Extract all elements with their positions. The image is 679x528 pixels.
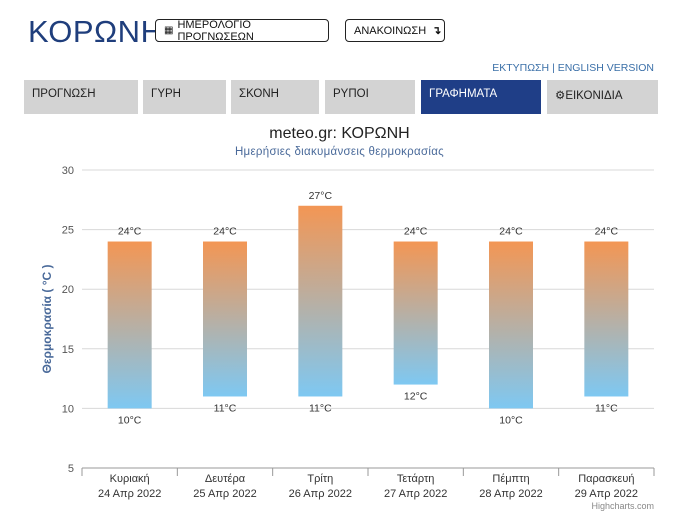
tab-label: ΡΥΠΟΙ <box>333 88 369 100</box>
x-tick-label-day: Παρασκευή <box>578 473 634 485</box>
x-tick-label-date: 26 Απρ 2022 <box>289 488 352 500</box>
tab-label: ΓΥΡΗ <box>151 88 181 100</box>
low-temp-label: 10°C <box>118 414 142 426</box>
temperature-bar <box>584 241 629 397</box>
tab-label: ΕΙΚΟΝΙΔΙΑ <box>565 90 623 102</box>
calendar-button[interactable]: ▦ ΗΜΕΡΟΛΟΓΙΟ ΠΡΟΓΝΩΣΕΩΝ <box>155 18 329 43</box>
high-temp-label: 24°C <box>595 226 619 238</box>
x-tick-label-day: Δευτέρα <box>205 473 246 485</box>
low-temp-label: 11°C <box>309 402 332 414</box>
tab-forecast[interactable]: ΠΡΟΓΝΩΣΗ <box>24 80 138 114</box>
chart-subtitle: Ημερήσιες διακυμάνσεις θερμοκρασίας <box>234 146 445 158</box>
y-tick-label: 25 <box>62 225 74 237</box>
chart-credits[interactable]: Highcharts.com <box>591 501 654 511</box>
x-tick-label-day: Πέμπτη <box>492 473 529 485</box>
temperature-bar <box>393 241 438 385</box>
x-tick-label-day: Τρίτη <box>307 473 333 485</box>
calendar-icon: ▦ <box>164 25 174 36</box>
top-links: ΕΚΤΥΠΩΣΗ | ENGLISH VERSION <box>492 62 654 74</box>
y-tick-label: 10 <box>62 403 74 415</box>
temperature-bar <box>298 205 343 397</box>
temperature-range-chart: 24°C 10°C 24°C 11°C 27°C 11°C 24°C 12°C 24°C 10°C… <box>40 165 655 500</box>
temperature-bar <box>203 241 247 397</box>
chart-title: meteo.gr: ΚΟΡΩΝΗ <box>269 125 410 142</box>
tab-dust[interactable]: ΣΚΟΝΗ <box>231 80 319 114</box>
low-temp-label: 12°C <box>404 391 428 403</box>
y-tick-label: 30 <box>62 165 74 177</box>
high-temp-label: 24°C <box>118 226 142 238</box>
low-temp-label: 10°C <box>499 414 523 426</box>
tab-label: ΠΡΟΓΝΩΣΗ <box>32 88 96 100</box>
x-tick-label-date: 27 Απρ 2022 <box>384 488 447 500</box>
return-arrow-icon: ↴ <box>432 25 442 37</box>
low-temp-label: 11°C <box>214 402 237 414</box>
tab-pollen[interactable]: ΓΥΡΗ <box>143 80 226 114</box>
site-title[interactable]: ΚΟΡΩΝΗ <box>28 14 164 49</box>
low-temp-label: 11°C <box>595 402 618 414</box>
y-tick-label: 20 <box>62 284 74 296</box>
high-temp-label: 24°C <box>404 226 428 238</box>
tab-charts[interactable]: ΓΡΑΦΗΜΑΤΑ <box>421 80 541 114</box>
announcement-button[interactable]: ΑΝΑΚΟΙΝΩΣΗ ↴ <box>345 19 445 42</box>
print-link[interactable]: ΕΚΤΥΠΩΣΗ <box>492 62 550 74</box>
link-separator: | <box>552 62 555 74</box>
high-temp-label: 27°C <box>309 190 333 202</box>
y-tick-label: 15 <box>62 344 74 356</box>
temperature-bar <box>107 241 152 409</box>
high-temp-label: 24°C <box>499 226 523 238</box>
tab-label: ΓΡΑΦΗΜΑΤΑ <box>429 88 498 100</box>
x-tick-label-day: Τετάρτη <box>397 473 435 485</box>
announcement-button-label: ΑΝΑΚΟΙΝΩΣΗ <box>354 24 427 37</box>
x-tick-label-date: 25 Απρ 2022 <box>193 488 256 500</box>
high-temp-label: 24°C <box>213 226 237 238</box>
x-tick-label-date: 24 Απρ 2022 <box>98 488 161 500</box>
y-axis-label: Θερμοκρασία ( °C ) <box>40 265 54 374</box>
x-tick-label-date: 29 Απρ 2022 <box>575 488 638 500</box>
gear-icon: ⚙ <box>555 90 566 102</box>
calendar-button-label: ΗΜΕΡΟΛΟΓΙΟ ΠΡΟΓΝΩΣΕΩΝ <box>177 18 254 43</box>
x-tick-label-date: 28 Απρ 2022 <box>479 488 542 500</box>
tab-pollutants[interactable]: ΡΥΠΟΙ <box>325 80 415 114</box>
y-tick-label: 5 <box>68 463 74 475</box>
temperature-bar <box>489 241 533 409</box>
english-version-link[interactable]: ENGLISH VERSION <box>557 62 654 74</box>
tab-icons[interactable]: ⚙ΕΙΚΟΝΙΔΙΑ <box>547 80 658 114</box>
x-tick-label-day: Κυριακή <box>110 473 150 485</box>
tab-label: ΣΚΟΝΗ <box>239 88 279 100</box>
